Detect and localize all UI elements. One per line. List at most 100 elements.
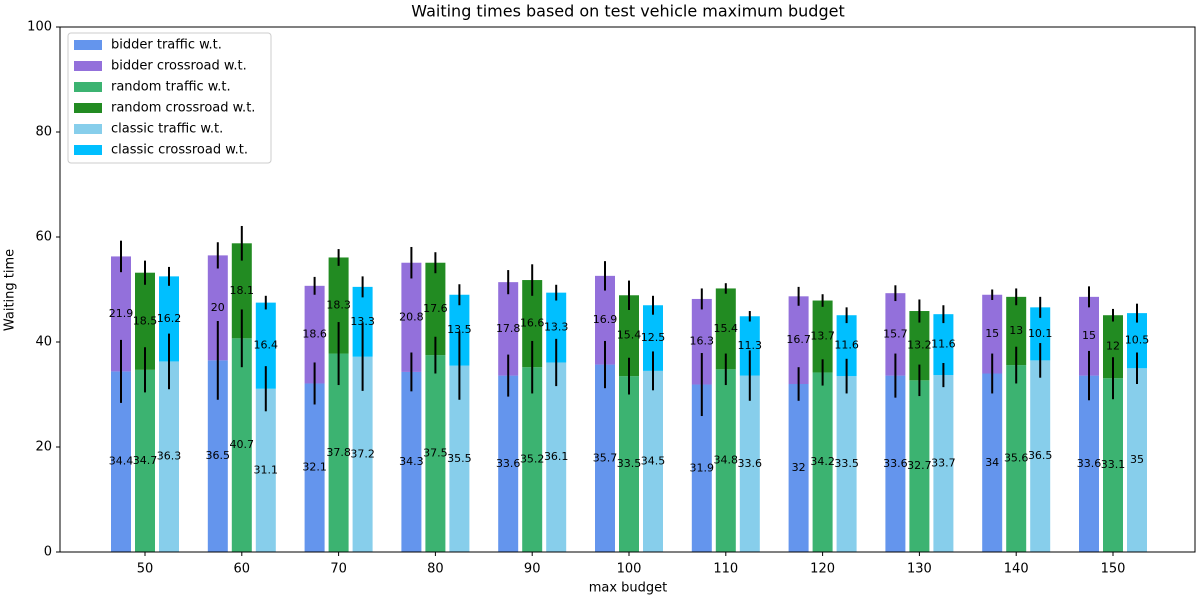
bar-segment — [836, 376, 857, 552]
value-label: 17.6 — [423, 302, 448, 315]
legend-swatch — [74, 124, 102, 134]
bar-segment — [449, 365, 470, 552]
value-label: 35.2 — [520, 453, 545, 466]
bar-segment — [1030, 360, 1051, 552]
value-label: 18.3 — [326, 299, 351, 312]
bar-segment — [739, 375, 760, 552]
bar-segment — [788, 384, 809, 552]
x-tick-label: 50 — [137, 562, 154, 577]
value-label: 15.4 — [617, 329, 642, 342]
legend-swatch — [74, 40, 102, 50]
y-tick-label: 60 — [35, 230, 52, 245]
bar-segment — [1006, 296, 1027, 366]
value-label: 33.5 — [617, 457, 642, 470]
value-label: 15 — [985, 327, 999, 340]
value-label: 15.4 — [714, 322, 739, 335]
legend-label: bidder traffic w.t. — [111, 38, 222, 53]
value-label: 34.8 — [714, 454, 739, 467]
bar-segment — [111, 256, 131, 372]
bar-segment — [498, 282, 519, 376]
bar-segment — [546, 362, 567, 552]
bar-segment — [255, 302, 276, 389]
bar-segment — [836, 315, 857, 377]
bar-segment — [231, 338, 252, 552]
chart-title: Waiting times based on test vehicle maxi… — [411, 2, 844, 21]
value-label: 17.8 — [496, 322, 521, 335]
bar-segment — [352, 286, 373, 357]
value-label: 36.5 — [1028, 449, 1053, 462]
legend-label: classic crossroad w.t. — [111, 143, 248, 158]
bar-segment — [135, 369, 155, 552]
bar-segment — [304, 285, 325, 384]
x-tick-label: 130 — [907, 562, 932, 577]
value-label: 15 — [1082, 329, 1096, 342]
bar-segment — [1079, 296, 1099, 376]
bar-segment — [1079, 375, 1099, 552]
bar-segment — [1127, 368, 1147, 552]
bar-segment — [1030, 307, 1051, 361]
x-tick-label: 80 — [427, 562, 444, 577]
bar-segment — [1103, 315, 1123, 379]
value-label: 37.5 — [423, 447, 448, 460]
x-tick-label: 70 — [330, 562, 347, 577]
bar-segment — [885, 293, 906, 376]
value-label: 12.5 — [641, 331, 666, 344]
bar-segment — [788, 296, 809, 384]
bar-segment — [643, 370, 663, 552]
bar-segment — [207, 255, 228, 361]
bar-segment — [401, 262, 422, 372]
value-label: 11.6 — [834, 339, 859, 352]
bar-segment — [982, 373, 1003, 552]
bar-segment — [1006, 365, 1027, 552]
x-tick-label: 60 — [234, 562, 251, 577]
bar-segment — [498, 375, 519, 552]
bar-segment — [135, 272, 155, 370]
value-label: 15.7 — [883, 327, 908, 340]
value-label: 16.3 — [690, 335, 715, 348]
legend-label: random traffic w.t. — [111, 80, 231, 95]
legend-swatch — [74, 82, 102, 92]
value-label: 35 — [1130, 453, 1144, 466]
value-label: 33.6 — [1077, 457, 1102, 470]
bar-segment — [1103, 378, 1123, 552]
value-label: 36.1 — [544, 450, 569, 463]
bar-segment — [691, 298, 712, 385]
bar-segment — [352, 356, 373, 552]
value-label: 32.7 — [907, 459, 932, 472]
value-label: 33.6 — [883, 457, 908, 470]
value-label: 34.7 — [133, 454, 158, 467]
value-label: 34.3 — [399, 455, 424, 468]
bar-segment — [328, 353, 349, 552]
bar-segment — [522, 280, 543, 368]
value-label: 10.1 — [1028, 327, 1053, 340]
value-label: 13.3 — [350, 315, 375, 328]
value-label: 34.4 — [109, 455, 134, 468]
x-tick-label: 150 — [1101, 562, 1126, 577]
bar-segment — [449, 294, 470, 366]
bar-segment — [933, 375, 954, 552]
value-label: 18.6 — [302, 328, 327, 341]
bar-segment — [231, 243, 252, 339]
value-label: 10.5 — [1125, 334, 1150, 347]
legend-label: random crossroad w.t. — [111, 101, 255, 116]
bar-segment — [425, 262, 446, 356]
value-label: 16.2 — [157, 312, 182, 325]
value-label: 33.6 — [496, 457, 521, 470]
value-label: 20.8 — [399, 310, 424, 323]
x-tick-label: 100 — [617, 562, 642, 577]
value-label: 40.7 — [230, 438, 255, 451]
bar-segment — [715, 288, 736, 370]
value-label: 21.9 — [109, 307, 134, 320]
value-label: 31.1 — [254, 463, 279, 476]
value-label: 13.5 — [447, 323, 472, 336]
y-tick-label: 20 — [35, 440, 52, 455]
value-label: 33.7 — [931, 457, 956, 470]
x-tick-label: 90 — [524, 562, 541, 577]
legend-label: classic traffic w.t. — [111, 122, 223, 137]
legend-label: bidder crossroad w.t. — [111, 59, 247, 74]
bar-segment — [739, 316, 760, 376]
bar-segment — [619, 295, 639, 377]
value-label: 33.6 — [738, 457, 763, 470]
value-label: 35.7 — [593, 451, 618, 464]
bar-segment — [522, 367, 543, 552]
